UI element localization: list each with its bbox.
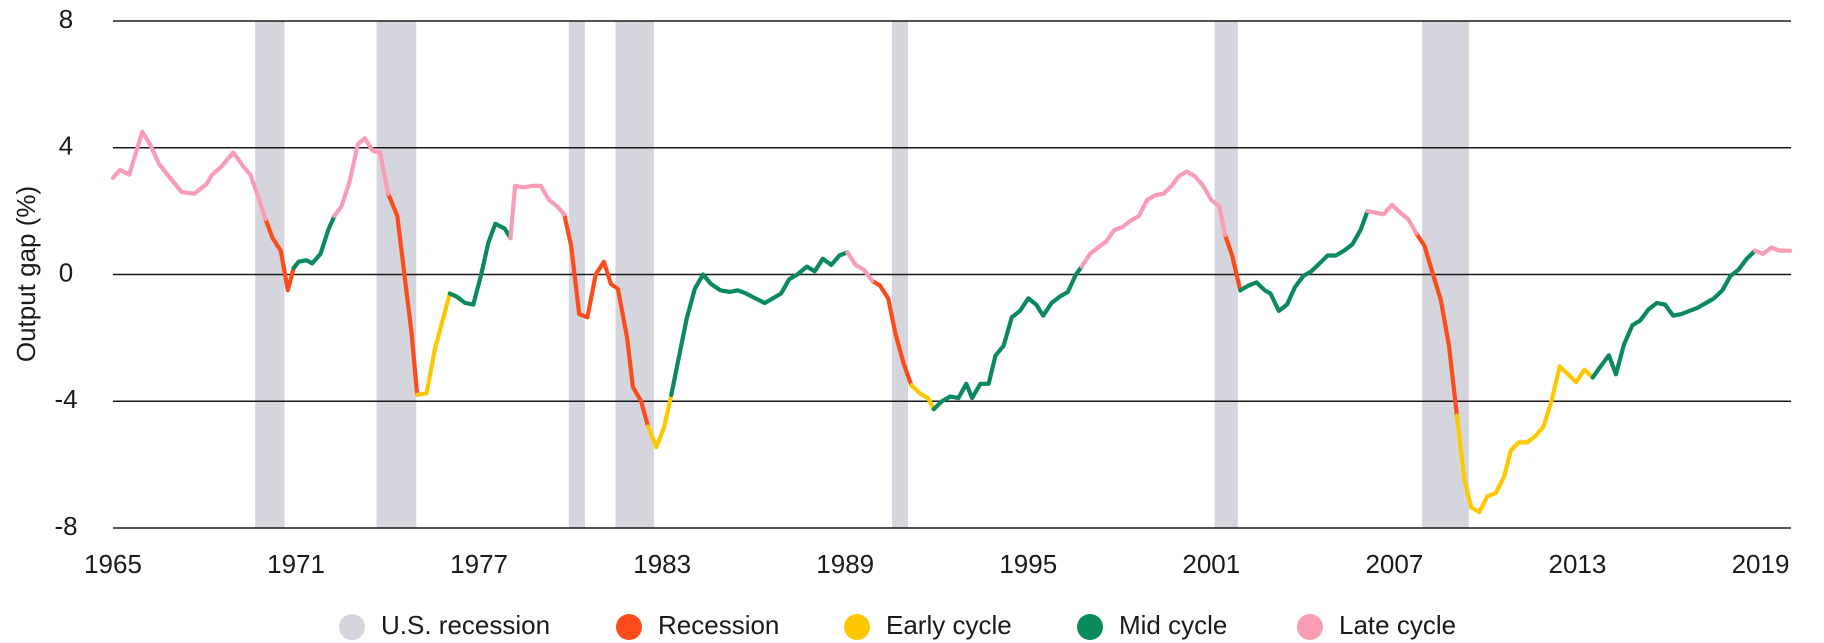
legend-swatch [339, 614, 365, 640]
legend-swatch [616, 614, 642, 640]
series-line [415, 291, 1595, 515]
x-tick-label: 2001 [1182, 549, 1240, 579]
x-tick-label: 2007 [1365, 549, 1423, 579]
y-tick-label: -4 [54, 384, 77, 414]
series-line [263, 191, 1459, 429]
x-tick-label: 2013 [1549, 549, 1607, 579]
x-tick-label: 1977 [450, 549, 508, 579]
legend-label: Early cycle [886, 610, 1012, 640]
legend-label: Late cycle [1339, 610, 1456, 640]
y-axis-label: Output gap (%) [11, 186, 41, 362]
legend-swatch [1077, 614, 1103, 640]
x-tick-label: 1983 [633, 549, 691, 579]
x-tick-label: 2019 [1732, 549, 1790, 579]
y-tick-label: -8 [54, 511, 77, 541]
series-line [291, 209, 1758, 412]
legend-swatch [844, 614, 870, 640]
legend: U.S. recession Recession Early cycle Mid cy… [339, 610, 1456, 640]
x-tick-label: 1989 [816, 549, 874, 579]
x-tick-label: 1995 [999, 549, 1057, 579]
legend-label: Recession [658, 610, 779, 640]
y-tick-label: 4 [59, 131, 73, 161]
legend-label: U.S. recession [381, 610, 550, 640]
x-tick-label: 1971 [267, 549, 325, 579]
lines [110, 129, 1793, 515]
labels: -8 -4 0 4 8 1965 1971 1977 1983 1989 1995 2001 2007 2… [54, 4, 1789, 579]
x-tick-label: 1965 [84, 549, 142, 579]
y-tick-label: 8 [59, 4, 73, 34]
legend-swatch [1297, 614, 1323, 640]
y-tick-label: 0 [59, 257, 73, 287]
grid [113, 20, 1791, 529]
series-line [110, 129, 1793, 283]
legend-label: Mid cycle [1119, 610, 1227, 640]
